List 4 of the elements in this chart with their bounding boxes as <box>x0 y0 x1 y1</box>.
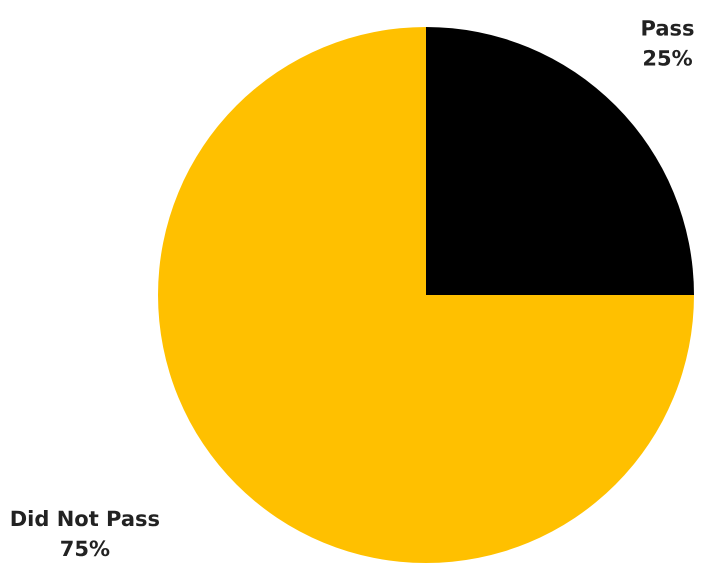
data-label: 75% <box>60 537 110 562</box>
slice-label: Did Not Pass <box>10 507 160 532</box>
data-label: 25% <box>642 46 693 70</box>
slice-label: Pass <box>640 16 695 40</box>
